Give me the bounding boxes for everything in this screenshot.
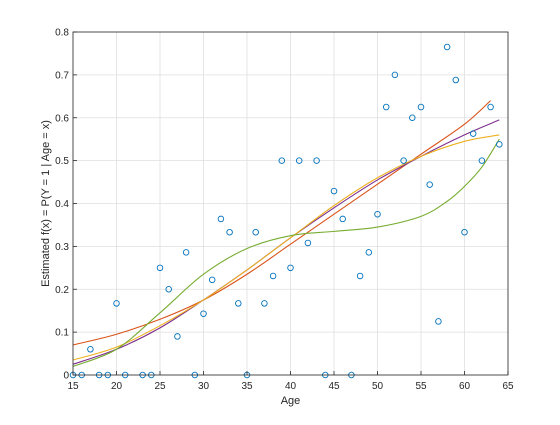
fitted-curves [72, 100, 500, 367]
x-tick-label: 20 [111, 381, 123, 392]
x-tick-label: 45 [328, 381, 340, 392]
x-axis-ticks: 15 20 25 30 35 40 45 50 55 60 65 [67, 371, 514, 392]
y-tick-label: 0.5 [55, 156, 69, 167]
x-tick-label: 55 [415, 381, 427, 392]
data-point [339, 215, 346, 223]
data-point [461, 228, 468, 236]
data-point [356, 272, 364, 280]
y-tick-label: 0.1 [55, 328, 69, 339]
data-point [435, 318, 442, 325]
data-point [252, 228, 259, 236]
data-point [235, 300, 242, 307]
x-tick-label: 60 [459, 381, 471, 392]
data-point [374, 210, 381, 218]
x-tick-label: 50 [372, 381, 384, 392]
x-tick-label: 35 [241, 381, 253, 392]
y-axis-ticks: 0 0.1 0.2 0.3 0.4 0.5 0.6 0.7 0.8 [55, 28, 77, 382]
x-tick-label: 15 [67, 381, 79, 392]
data-point [226, 228, 233, 236]
y-tick-label: 0.7 [55, 70, 69, 81]
data-point [269, 272, 277, 280]
data-point [113, 300, 120, 307]
data-point [304, 239, 312, 247]
x-tick-label: 65 [502, 381, 514, 392]
y-tick-label: 0.4 [55, 199, 69, 210]
x-axis-label: Age [281, 395, 301, 407]
fitted-curve-4 [72, 138, 500, 367]
data-point [452, 76, 460, 84]
data-point [382, 103, 390, 111]
data-point [261, 300, 268, 307]
y-tick-label: 0.8 [55, 28, 69, 39]
data-point [200, 310, 207, 317]
data-point [487, 103, 494, 111]
data-point [365, 249, 373, 256]
data-point [165, 286, 172, 293]
y-tick-label: 0.6 [55, 113, 69, 124]
data-point [409, 114, 416, 121]
y-axis-label: Estimated f(x) = P(Y = 1 | Age = x) [40, 120, 52, 287]
y-tick-label: 0.2 [55, 285, 69, 296]
data-point [313, 157, 320, 164]
data-point [330, 187, 338, 195]
data-point [287, 264, 294, 272]
data-point [496, 141, 503, 148]
data-point [443, 43, 451, 51]
data-point [400, 157, 407, 164]
data-point [182, 249, 190, 256]
data-point [426, 181, 433, 188]
data-point [87, 346, 94, 353]
data-point [208, 276, 216, 284]
data-point [156, 264, 164, 272]
data-point [417, 103, 425, 111]
fitted-curve-3 [72, 134, 500, 361]
x-tick-label: 25 [154, 381, 166, 392]
x-tick-label: 40 [285, 381, 297, 392]
data-point [469, 130, 477, 137]
data-point [278, 157, 286, 164]
data-point [217, 215, 225, 223]
data-point [478, 157, 486, 164]
data-point [391, 71, 399, 79]
y-tick-label: 0.3 [55, 242, 69, 253]
y-tick-label: 0 [63, 371, 69, 382]
data-point [295, 157, 303, 164]
data-point [174, 333, 181, 340]
x-tick-label: 30 [198, 381, 210, 392]
